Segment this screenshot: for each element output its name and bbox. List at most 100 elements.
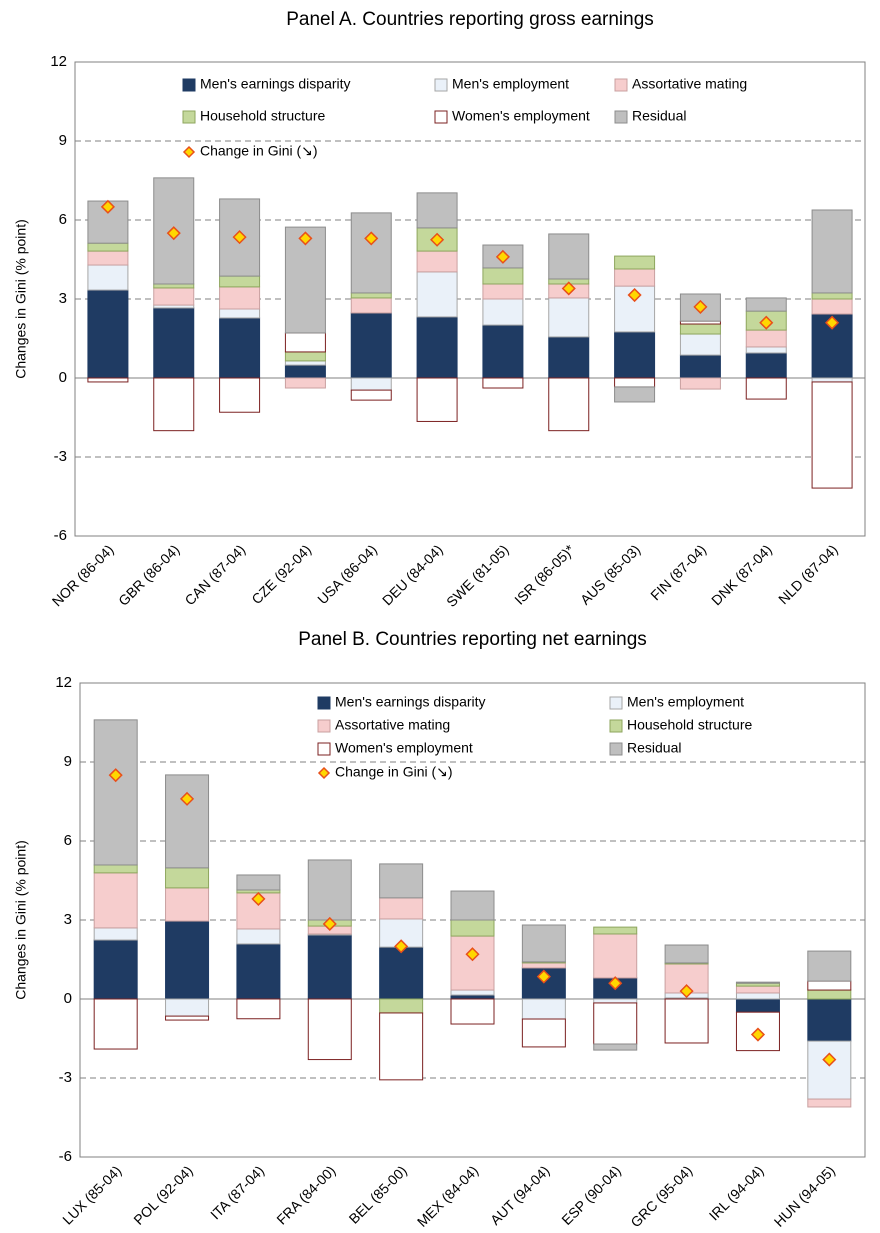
bar-segment — [593, 933, 638, 979]
legend-swatch — [609, 696, 623, 710]
x-tick-label: MEX (84-04) — [414, 1162, 481, 1229]
bar-segment — [284, 332, 326, 353]
x-tick-label: DEU (84-04) — [379, 541, 446, 608]
bar-segment — [416, 377, 458, 422]
gini-marker — [822, 1052, 837, 1067]
bar-segment — [236, 874, 281, 891]
gini-marker — [536, 969, 551, 984]
x-tick-label: GRC (95-04) — [627, 1162, 695, 1230]
x-tick-label: AUS (85-03) — [577, 541, 643, 607]
bar-segment — [284, 364, 326, 379]
y-axis-label: Changes in Gini (% point) — [13, 219, 29, 379]
y-tick-label: 0 — [64, 990, 72, 1007]
bar-segment — [593, 1043, 638, 1051]
y-tick-label: 12 — [50, 53, 67, 70]
bar-segment — [482, 377, 524, 389]
x-tick-label: GBR (86-04) — [115, 541, 182, 608]
y-tick-label: 6 — [64, 832, 72, 849]
bar-segment — [153, 283, 195, 289]
bar-segment — [165, 887, 210, 922]
bar-segment — [379, 946, 424, 1000]
bar-segment — [350, 212, 392, 294]
bar-segment — [219, 286, 261, 310]
gini-marker — [232, 230, 247, 245]
gini-marker — [322, 916, 337, 932]
gini-marker — [465, 947, 480, 962]
legend-swatch — [609, 719, 623, 733]
bar-segment — [236, 928, 281, 945]
bar-segment — [416, 316, 458, 379]
bar-segment — [219, 377, 261, 413]
y-tick-label: -3 — [54, 448, 67, 465]
bar-segment — [87, 289, 129, 379]
bar-segment — [350, 297, 392, 314]
bar-segment — [745, 329, 787, 348]
legend-label: Men's employment — [627, 694, 744, 710]
gini-marker — [750, 1027, 766, 1042]
bar-segment — [379, 1012, 424, 1081]
legend-swatch — [434, 110, 448, 124]
bar-segment — [307, 934, 352, 1000]
legend-swatch — [317, 766, 331, 780]
legend-swatch — [317, 742, 331, 756]
bar-segment — [153, 287, 195, 306]
x-tick-label: CZE (92-04) — [248, 541, 314, 607]
bar-segment — [379, 998, 424, 1014]
gini-marker — [394, 939, 409, 954]
bar-segment — [482, 324, 524, 379]
bar-segment — [745, 352, 787, 379]
bar-segment — [236, 998, 281, 1020]
gini-marker — [108, 768, 123, 783]
bar-segment — [745, 377, 787, 400]
bar-segment — [664, 944, 709, 964]
bar-segment — [811, 298, 853, 315]
legend-swatch — [182, 145, 196, 159]
bar-segment — [93, 864, 138, 874]
legend-label: Women's employment — [335, 740, 473, 756]
gini-marker — [495, 249, 510, 264]
legend-swatch — [182, 110, 196, 124]
bar-segment — [219, 198, 261, 277]
x-tick-label: HUN (94-05) — [771, 1162, 838, 1229]
gini-marker — [608, 976, 623, 991]
bar-segment — [521, 962, 566, 969]
bar-segment — [165, 998, 210, 1017]
legend-label: Household structure — [200, 108, 326, 124]
bar-segment — [87, 242, 129, 252]
gini-marker — [679, 984, 694, 999]
y-tick-label: 9 — [64, 753, 72, 770]
bar-segment — [350, 312, 392, 379]
bar-segment — [548, 297, 590, 338]
x-tick-label: BEL (85-00) — [346, 1162, 410, 1226]
bar-segment — [165, 867, 210, 889]
legend-label: Assortative mating — [632, 76, 747, 92]
x-tick-label: SWE (81-05) — [443, 541, 512, 610]
bar-segment — [219, 317, 261, 379]
bar-segment — [745, 346, 787, 354]
gini-marker — [627, 287, 642, 303]
legend-swatch — [434, 78, 448, 92]
legend-swatch — [614, 110, 628, 124]
bar-segment — [548, 377, 590, 432]
bar-segment — [93, 939, 138, 1000]
x-tick-label: LUX (85-04) — [59, 1162, 124, 1227]
bar-segment — [284, 360, 326, 366]
x-tick-label: ITA (87-04) — [207, 1162, 267, 1222]
gini-marker — [561, 281, 576, 296]
bar-segment — [284, 351, 326, 362]
legend-swatch — [317, 719, 331, 733]
bar-segment — [679, 377, 721, 390]
bar-segment — [745, 297, 787, 312]
bar-segment — [679, 354, 721, 379]
gini-marker — [251, 891, 266, 906]
bar-segment — [807, 998, 852, 1042]
gini-marker — [364, 231, 379, 246]
bar-segment — [284, 377, 326, 389]
bar-segment — [614, 377, 656, 388]
bar-segment — [165, 774, 210, 869]
gini-marker — [179, 791, 195, 806]
bar-segment — [811, 377, 853, 383]
bar-segment — [416, 271, 458, 318]
bar-segment — [679, 333, 721, 356]
